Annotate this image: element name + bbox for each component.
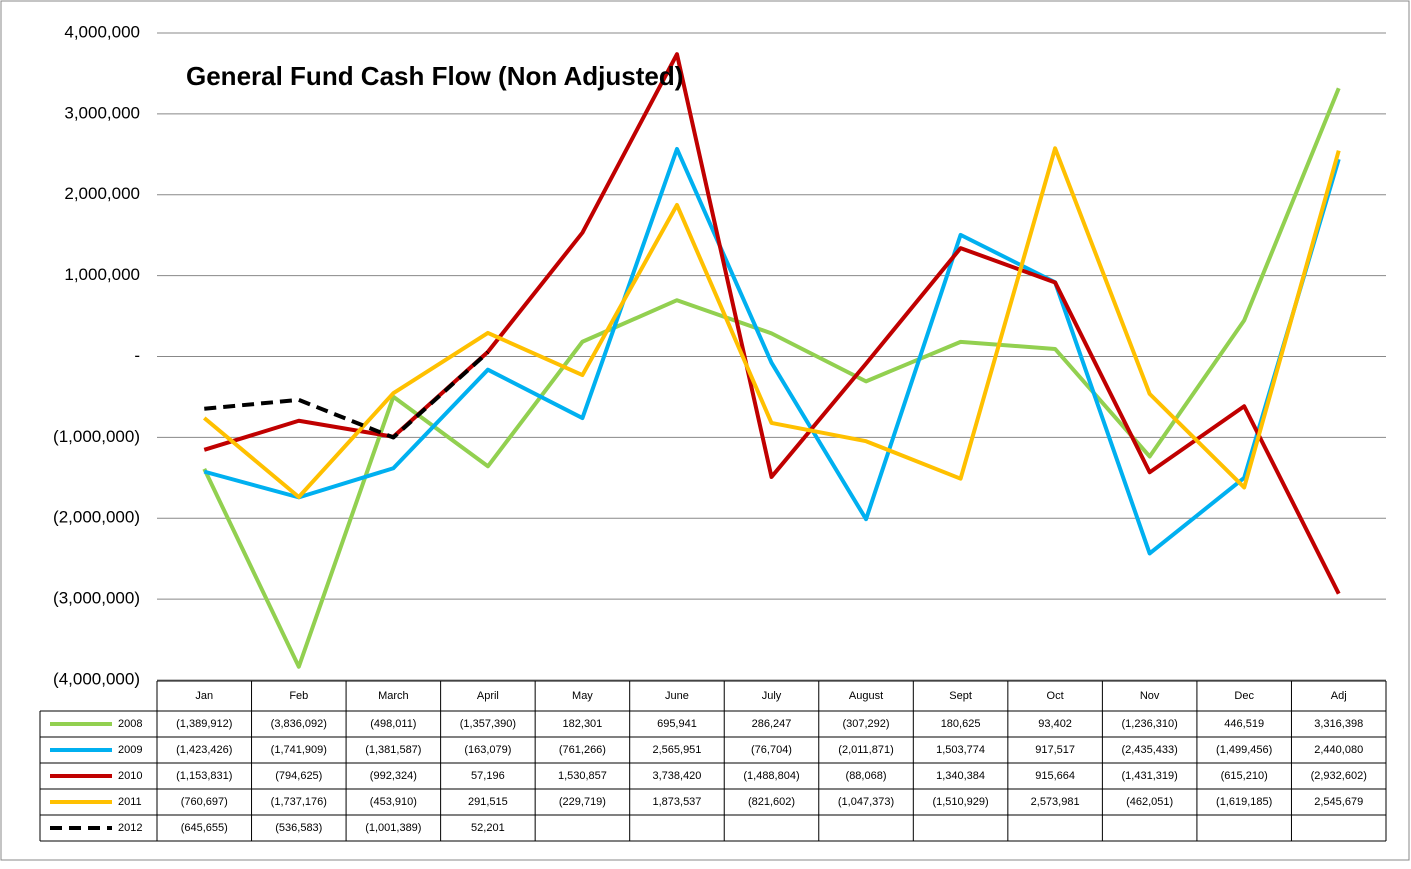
table-value: 180,625 <box>941 718 981 730</box>
table-value: (615,210) <box>1221 770 1268 782</box>
table-value: 3,316,398 <box>1314 718 1363 730</box>
table-value: 1,340,384 <box>936 770 985 782</box>
table-value: (462,051) <box>1126 796 1173 808</box>
series-line <box>202 87 1341 669</box>
table-value: 1,873,537 <box>652 796 701 808</box>
table-value: 182,301 <box>563 718 603 730</box>
table-value: 52,201 <box>471 822 505 834</box>
table-value: (1,153,831) <box>176 770 232 782</box>
data-table: Jan Feb March April May June July August Sept Oct… <box>39 680 1387 842</box>
y-tick-label: 3,000,000 <box>64 103 140 122</box>
table-value: (1,357,390) <box>460 718 516 730</box>
table-value: (3,836,092) <box>271 718 327 730</box>
table-value: (821,602) <box>748 796 795 808</box>
y-tick-label: (4,000,000) <box>53 669 140 688</box>
table-value: (1,423,426) <box>176 744 232 756</box>
table-value: 695,941 <box>657 718 697 730</box>
table-value: (1,619,185) <box>1216 796 1272 808</box>
table-value: (761,266) <box>559 744 606 756</box>
table-value: (307,292) <box>842 718 889 730</box>
table-value: (1,001,389) <box>365 822 421 834</box>
series-line <box>202 146 1341 499</box>
legend-label: 2012 <box>118 822 142 834</box>
table-value: (498,011) <box>370 718 416 730</box>
table-value: (794,625) <box>275 770 322 782</box>
y-tick-label: (3,000,000) <box>53 589 140 608</box>
table-value: (992,324) <box>370 770 417 782</box>
chart-title: General Fund Cash Flow (Non Adjusted) <box>186 61 683 91</box>
table-value: 57,196 <box>471 770 505 782</box>
table-value: (536,583) <box>275 822 322 834</box>
y-tick-label: 1,000,000 <box>64 265 140 284</box>
table-value: (88,068) <box>846 770 887 782</box>
y-tick-label: 4,000,000 <box>64 22 140 41</box>
table-value: 446,519 <box>1224 718 1264 730</box>
table-value: (1,741,909) <box>271 744 327 756</box>
x-tick-label: Sept <box>949 690 972 702</box>
legend-label: 2010 <box>118 770 142 782</box>
table-value: 2,565,951 <box>652 744 701 756</box>
y-tick-label: 2,000,000 <box>64 184 140 203</box>
table-value: (1,381,587) <box>365 744 421 756</box>
table-value: 1,530,857 <box>558 770 607 782</box>
x-tick-label: Oct <box>1047 690 1064 702</box>
table-value: (163,079) <box>464 744 511 756</box>
x-tick-label: August <box>849 690 883 702</box>
table-value: (453,910) <box>370 796 417 808</box>
table-value: 3,738,420 <box>652 770 701 782</box>
x-tick-label: July <box>762 690 782 702</box>
y-tick-label: (2,000,000) <box>53 508 140 527</box>
legend-label: 2011 <box>118 796 142 808</box>
table-value: (2,011,871) <box>838 744 893 756</box>
table-value: 915,664 <box>1035 770 1075 782</box>
table-value: (1,499,456) <box>1216 744 1272 756</box>
x-tick-label: Jan <box>195 690 213 702</box>
x-tick-label: April <box>477 690 499 702</box>
table-value: (1,488,804) <box>743 770 799 782</box>
table-value: (760,697) <box>181 796 228 808</box>
table-value: (1,431,319) <box>1122 770 1178 782</box>
table-value: (2,435,433) <box>1122 744 1178 756</box>
table-value: (645,655) <box>181 822 228 834</box>
x-tick-label: March <box>378 690 409 702</box>
series-line <box>203 146 1341 556</box>
table-value: (1,737,176) <box>271 796 327 808</box>
table-value: (1,236,310) <box>1122 718 1178 730</box>
x-tick-label: Nov <box>1140 690 1160 702</box>
table-value: 286,247 <box>752 718 792 730</box>
table-value: 1,503,774 <box>936 744 985 756</box>
series-line <box>204 350 490 440</box>
table-value: 2,573,981 <box>1031 796 1080 808</box>
table-value: 2,440,080 <box>1314 744 1363 756</box>
table-value: 917,517 <box>1035 744 1075 756</box>
table-value: (1,510,929) <box>932 796 988 808</box>
lines <box>202 52 1341 669</box>
y-tick-label: (1,000,000) <box>53 427 140 446</box>
table-value: (76,704) <box>751 744 792 756</box>
table-value: (1,389,912) <box>176 718 232 730</box>
table-value: 291,515 <box>468 796 508 808</box>
x-tick-label: Adj <box>1331 690 1347 702</box>
table-value: (1,047,373) <box>838 796 894 808</box>
table-value: 93,402 <box>1038 718 1072 730</box>
x-tick-label: June <box>665 690 689 702</box>
x-tick-label: Dec <box>1234 690 1254 702</box>
table-value: 2,545,679 <box>1314 796 1363 808</box>
legend-label: 2009 <box>118 744 142 756</box>
legend-label: 2008 <box>118 718 142 730</box>
x-tick-label: May <box>572 690 593 702</box>
table-value: (2,932,602) <box>1311 770 1367 782</box>
grid: (4,000,000) (3,000,000) (2,000,000) (1,000,… <box>53 22 1386 688</box>
y-tick-label: - <box>134 346 140 365</box>
x-tick-label: Feb <box>289 690 308 702</box>
table-value: (229,719) <box>559 796 606 808</box>
